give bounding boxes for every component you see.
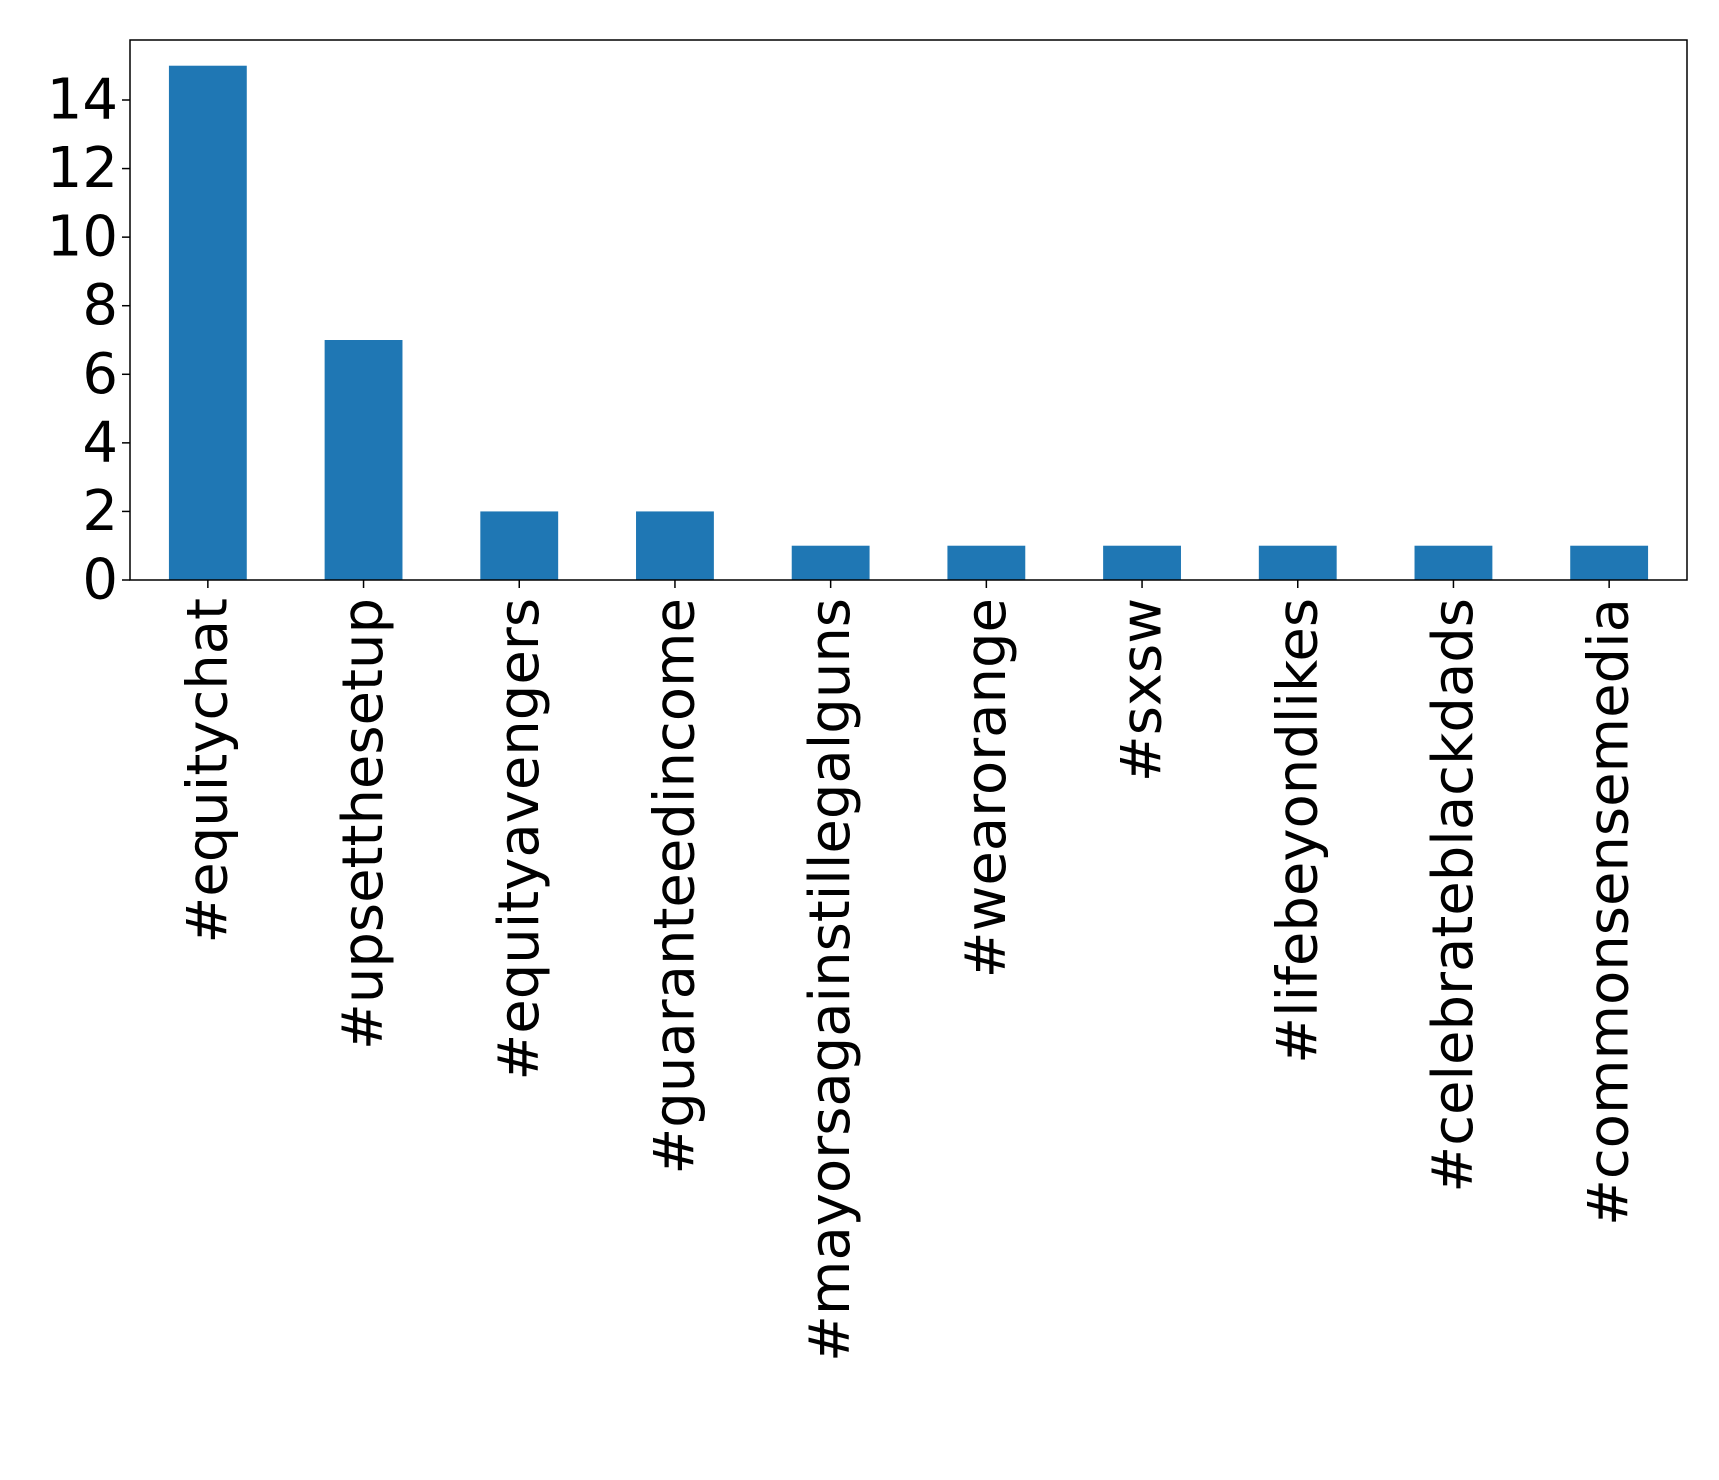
bar xyxy=(791,545,870,580)
x-tick-label: #guaranteedincome xyxy=(642,598,707,1175)
bar xyxy=(1414,545,1493,580)
bar xyxy=(1258,545,1337,580)
y-tick-label: 14 xyxy=(47,68,118,133)
bar xyxy=(168,65,247,580)
bar xyxy=(947,545,1026,580)
plot-frame xyxy=(129,39,1688,581)
x-axis: #equitychat #upsetthesetup #equityavengers… xyxy=(175,580,1642,1362)
y-tick-label: 12 xyxy=(47,136,118,201)
y-tick-label: 8 xyxy=(82,273,118,338)
y-tick-label: 10 xyxy=(47,205,118,270)
bar xyxy=(480,511,559,580)
x-tick-label: #lifebeyondlikes xyxy=(1265,598,1330,1064)
x-tick-label: #sxsw xyxy=(1110,598,1175,782)
x-tick-label: #wearorange xyxy=(954,598,1019,978)
y-tick-label: 2 xyxy=(82,479,118,544)
x-tick-label: #equityavengers xyxy=(487,598,552,1081)
x-tick-label: #upsetthesetup xyxy=(331,598,396,1050)
x-tick-label: #commonsensemedia xyxy=(1577,598,1642,1226)
bar xyxy=(1570,545,1649,580)
x-tick-label: #mayorsagainstillegalguns xyxy=(798,598,863,1362)
bar xyxy=(1103,545,1181,580)
y-tick-label: 4 xyxy=(82,410,118,475)
y-tick-label: 0 xyxy=(82,548,118,613)
x-tick-label: #celebrateblackdads xyxy=(1421,598,1486,1193)
bar xyxy=(636,511,714,580)
bar xyxy=(324,340,403,580)
y-tick-label: 6 xyxy=(82,342,118,407)
bars-layer xyxy=(168,65,1649,580)
x-tick-label: #equitychat xyxy=(175,598,240,944)
